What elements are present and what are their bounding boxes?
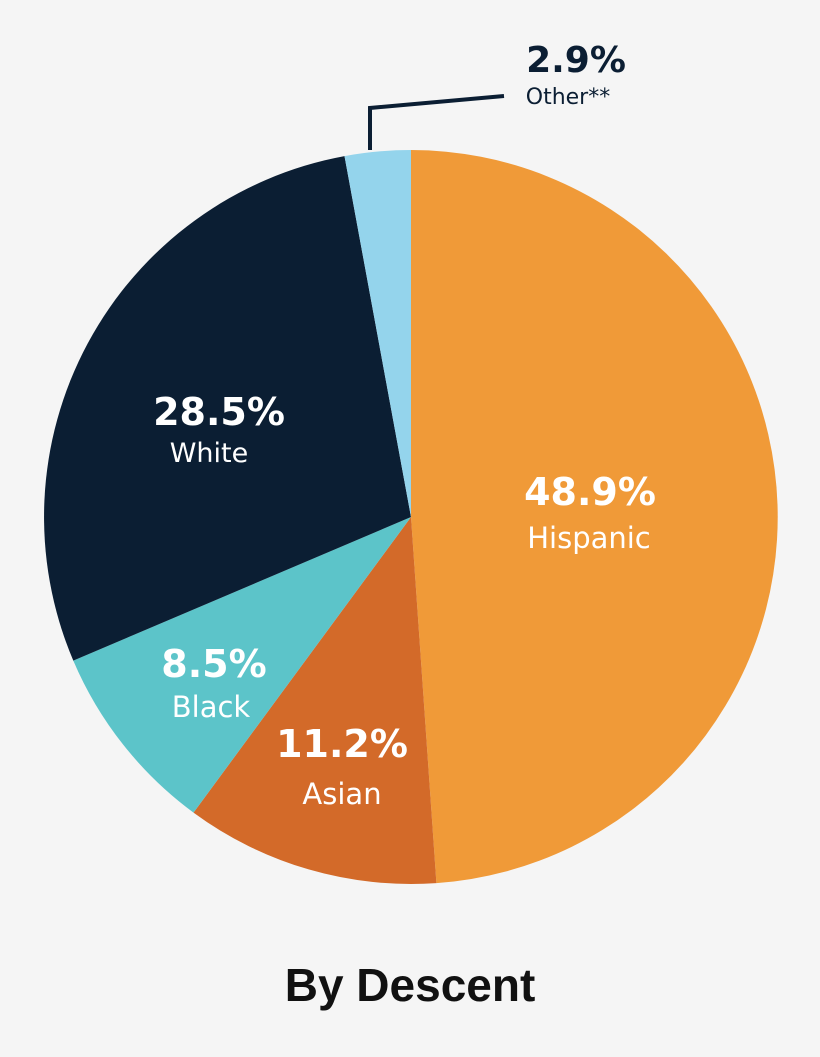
label-hispanic-pct: 48.9% — [524, 470, 656, 514]
slice-hispanic[interactable] — [411, 150, 778, 884]
label-white-name: White — [170, 438, 249, 469]
chart-title: By Descent — [284, 959, 536, 1011]
slice-asian[interactable] — [193, 517, 437, 884]
label-white-pct: 28.5% — [153, 390, 285, 434]
slice-other[interactable] — [344, 150, 412, 517]
slice-black[interactable] — [73, 517, 412, 813]
label-black-pct: 8.5% — [161, 642, 266, 686]
label-black-name: Black — [172, 690, 251, 724]
label-other-name: Other** — [526, 85, 610, 110]
label-asian-pct: 11.2% — [276, 722, 408, 766]
label-other-pct: 2.9% — [526, 40, 626, 81]
other-leader-line — [368, 94, 505, 150]
label-asian-name: Asian — [302, 777, 381, 811]
label-hispanic-name: Hispanic — [527, 521, 651, 555]
slice-white[interactable] — [44, 156, 412, 661]
